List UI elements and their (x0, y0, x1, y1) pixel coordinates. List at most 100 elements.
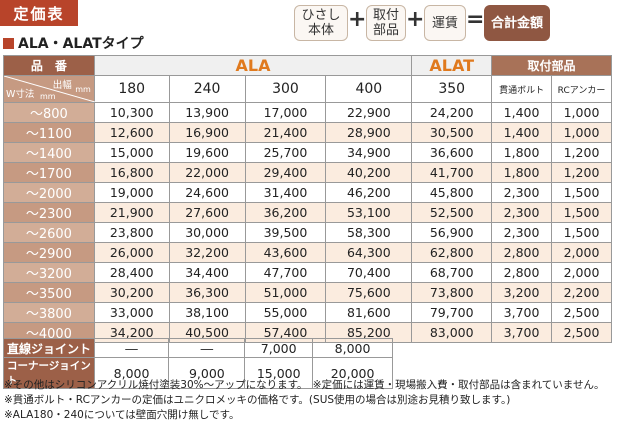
table-cell: 1,000 (551, 102, 612, 123)
joint-cell: 7,000 (244, 338, 314, 358)
header-wsunpo-unit: mm (40, 92, 56, 101)
joint-cell: 9,000 (168, 357, 246, 389)
table-cell: 21,400 (244, 122, 327, 143)
col-header-240: 240 (168, 75, 246, 103)
table-cell: 2,300 (491, 222, 553, 243)
formula-box-parts: 取付 部品 (366, 5, 406, 41)
joint-label-corner: コーナージョイント (3, 357, 95, 389)
formula-box-hisashi-line2: 本体 (307, 23, 334, 38)
joint-row: コーナージョイント 8,000 9,000 15,000 20,000 (3, 357, 393, 389)
table-cell: 1,000 (551, 122, 612, 143)
row-label: ～3800 (3, 302, 95, 323)
table-cell: 1,200 (551, 162, 612, 183)
table-cell: 46,200 (325, 182, 413, 203)
table-cell: 55,000 (244, 302, 327, 323)
table-cell: 36,300 (168, 282, 246, 303)
table-cell: 24,600 (168, 182, 246, 203)
formula-total-label: 合計金額 (490, 15, 543, 31)
table-cell: 23,800 (93, 222, 170, 243)
table-cell: 3,200 (491, 282, 553, 303)
table-cell: 21,900 (93, 202, 170, 223)
table-row: ～3800 33,000 38,100 55,000 81,600 79,700 3,700… (3, 302, 612, 323)
table-cell: 58,300 (325, 222, 413, 243)
table-cell: 13,900 (168, 102, 246, 123)
formula-box-freight: 運賃 (424, 5, 466, 41)
section-subtitle-text: ALA・ALATタイプ (18, 36, 144, 52)
row-label: ～3200 (3, 262, 95, 283)
table-cell: 19,000 (93, 182, 170, 203)
table-cell: 70,400 (325, 262, 413, 283)
table-cell: 40,200 (325, 162, 413, 183)
joint-cell: 20,000 (312, 357, 393, 389)
col-header-400: 400 (325, 75, 413, 103)
table-row: ～4000 34,200 40,500 57,400 85,200 83,000 3,700… (3, 322, 612, 343)
table-row: ～1100 12,600 16,900 21,400 28,900 30,500 1,400… (3, 122, 612, 143)
table-cell: 24,200 (411, 102, 493, 123)
row-label: ～1100 (3, 122, 95, 143)
row-label: ～1700 (3, 162, 95, 183)
table-row: ～1400 15,000 19,600 25,700 34,900 36,600 1,800… (3, 142, 612, 163)
table-cell: 36,200 (244, 202, 327, 223)
table-cell: 33,000 (93, 302, 170, 323)
formula-box-freight-label: 運賃 (431, 15, 458, 31)
table-cell: 27,600 (168, 202, 246, 223)
formula-plus-2: + (406, 7, 425, 32)
row-label: ～1400 (3, 142, 95, 163)
table-cell: 1,400 (491, 122, 553, 143)
table-cell: 36,600 (411, 142, 493, 163)
table-cell: 68,700 (411, 262, 493, 283)
table-cell: 22,900 (325, 102, 413, 123)
header-wsunpo: W寸法 (6, 89, 35, 100)
table-cell: 79,700 (411, 302, 493, 323)
diagonal-divider-icon (4, 76, 95, 102)
table-cell: 83,000 (411, 322, 493, 343)
table-cell: 2,500 (551, 302, 612, 323)
header-dimension-cell: 出幅 mm W寸法 mm (3, 75, 95, 103)
row-label: ～2900 (3, 242, 95, 263)
header-alat: ALAT (411, 55, 493, 76)
table-cell: 1,200 (551, 142, 612, 163)
row-label: ～2600 (3, 222, 95, 243)
table-cell: 51,000 (244, 282, 327, 303)
table-cell: 52,500 (411, 202, 493, 223)
table-cell: 2,800 (491, 242, 553, 263)
section-subtitle: ALA・ALATタイプ (3, 33, 144, 53)
note-2: ※貫通ボルト・RCアンカーの定価はユニクロメッキの価格です。(SUS使用の場合は… (4, 394, 511, 406)
joint-cell: 8,000 (93, 357, 170, 389)
table-row: ～2300 21,900 27,600 36,200 53,100 52,500 2,300… (3, 202, 612, 223)
table-cell: 53,100 (325, 202, 413, 223)
table-cell: 32,200 (168, 242, 246, 263)
col-header-180: 180 (93, 75, 170, 103)
header-dehaba: 出幅 (52, 80, 72, 91)
joint-cell: 15,000 (244, 357, 314, 389)
note-3: ※ALA180・240については壁面穴開け無しです。 (4, 409, 240, 421)
price-table: 品 番 ALA ALAT 取付部品 出幅 mm W寸法 mm 180 240 3… (3, 55, 612, 343)
table-cell: 1,400 (491, 102, 553, 123)
table-cell: 1,800 (491, 162, 553, 183)
table-cell: 3,700 (491, 302, 553, 323)
note-1: ※その他はシリコンアクリル焼付塗装30%～アップになります。 ※定価には運賃・現… (4, 379, 605, 391)
table-cell: 25,700 (244, 142, 327, 163)
table-cell: 2,200 (551, 282, 612, 303)
row-label: ～3500 (3, 282, 95, 303)
formula-plus-1: + (348, 7, 367, 32)
col-header-350: 350 (411, 75, 493, 103)
table-row: ～2600 23,800 30,000 39,500 58,300 56,900 2,300… (3, 222, 612, 243)
table-cell: 39,500 (244, 222, 327, 243)
table-cell: 17,000 (244, 102, 327, 123)
row-label: ～4000 (3, 322, 95, 343)
table-cell: 56,900 (411, 222, 493, 243)
table-cell: 30,200 (93, 282, 170, 303)
table-cell: 47,700 (244, 262, 327, 283)
joint-table: 直線ジョイント ― ― 7,000 8,000 コーナージョイント 8,000 … (3, 338, 393, 389)
table-cell: 40,500 (168, 322, 246, 343)
table-cell: 41,700 (411, 162, 493, 183)
table-row: ～2900 26,000 32,200 43,600 64,300 62,800 2,800… (3, 242, 612, 263)
row-label: ～2000 (3, 182, 95, 203)
table-cell: 34,200 (93, 322, 170, 343)
table-cell: 28,400 (93, 262, 170, 283)
formula-box-hisashi-line1: ひさし (301, 8, 341, 23)
table-cell: 64,300 (325, 242, 413, 263)
col-header-anchor: RCアンカー (551, 75, 612, 103)
joint-label-straight: 直線ジョイント (3, 338, 95, 358)
